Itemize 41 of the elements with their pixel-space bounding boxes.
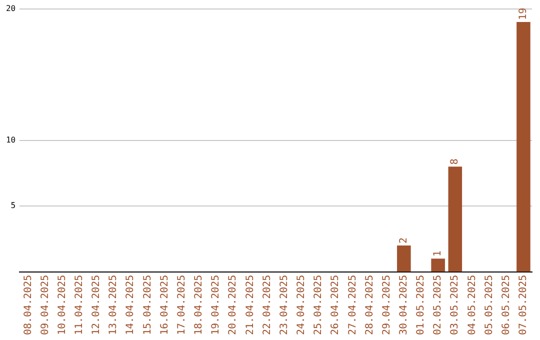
- x-tick-label: 18.04.2025: [194, 274, 205, 336]
- y-tick-label: 5: [10, 201, 16, 210]
- x-tick-label: 12.04.2025: [91, 274, 102, 336]
- data-label: 1: [432, 250, 444, 257]
- x-tick-label: 06.05.2025: [500, 274, 512, 336]
- x-tick-label: 07.05.2025: [518, 274, 530, 336]
- x-tick-label: 08.04.2025: [22, 274, 34, 336]
- x-tick-label: 03.05.2025: [450, 274, 461, 336]
- x-tick-label: 23.04.2025: [278, 274, 290, 336]
- x-tick-label: 22.04.2025: [262, 274, 273, 336]
- x-tick-label: 04.05.2025: [466, 274, 478, 336]
- x-tick-label: 01.05.2025: [416, 274, 427, 336]
- x-tick-label: 27.04.2025: [347, 274, 358, 336]
- x-tick-label: 20.04.2025: [228, 274, 239, 336]
- x-tick-label: 30.04.2025: [398, 274, 410, 336]
- x-tick-label: 19.04.2025: [210, 274, 222, 336]
- x-tick-label: 29.04.2025: [381, 274, 392, 336]
- x-tick-label: 16.04.2025: [159, 274, 170, 336]
- x-tick-label: 25.04.2025: [313, 274, 324, 336]
- y-tick-label: 10: [6, 135, 16, 144]
- data-label: 2: [398, 237, 410, 244]
- y-tick-label: 20: [6, 4, 16, 13]
- data-label: 19: [518, 8, 530, 20]
- x-tick-label: 11.04.2025: [74, 274, 86, 336]
- x-tick-label: 05.05.2025: [484, 274, 495, 336]
- x-tick-label: 28.04.2025: [364, 274, 376, 336]
- x-tick-label: 24.04.2025: [296, 274, 308, 336]
- bar: [516, 22, 530, 272]
- bar: [448, 166, 462, 272]
- x-tick-label: 15.04.2025: [142, 274, 154, 336]
- bar: [397, 245, 411, 272]
- data-label: 8: [450, 158, 461, 165]
- x-tick-label: 21.04.2025: [244, 274, 256, 336]
- bar: [431, 258, 445, 272]
- x-tick-label: 26.04.2025: [330, 274, 342, 336]
- x-tick-label: 02.05.2025: [432, 274, 444, 336]
- x-tick-label: 13.04.2025: [108, 274, 120, 336]
- x-tick-label: 10.04.2025: [56, 274, 68, 336]
- x-tick-label: 09.04.2025: [40, 274, 51, 336]
- x-tick-label: 14.04.2025: [125, 274, 136, 336]
- x-tick-label: 17.04.2025: [176, 274, 188, 336]
